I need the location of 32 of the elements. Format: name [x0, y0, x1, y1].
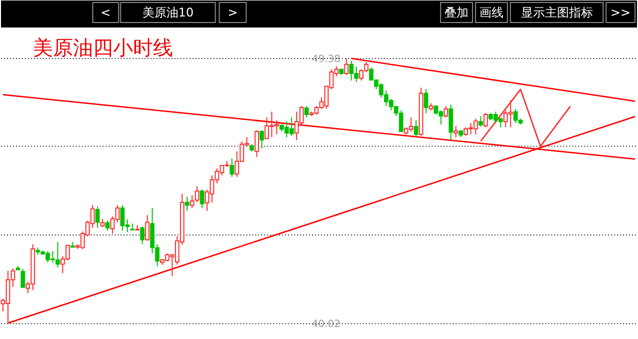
text: < [100, 5, 111, 20]
text: >> [610, 5, 631, 20]
text: 显示主图指标 [520, 5, 593, 20]
text: > [228, 5, 238, 20]
candlestick [478, 115, 483, 127]
candlestick [448, 104, 454, 141]
candlestick [20, 268, 26, 288]
candlestick [424, 88, 428, 114]
text: 美原油四小时线 [32, 36, 173, 60]
candlestick [484, 112, 488, 128]
candlestick [260, 130, 264, 150]
candlestick [184, 196, 190, 212]
candlestick [194, 186, 200, 203]
text: 画线 [479, 5, 504, 20]
candlestick [140, 226, 145, 245]
y-tick-label: 40.02 [312, 319, 340, 330]
candlestick [304, 106, 309, 118]
candlestick [95, 206, 100, 228]
y-tick-label: 49.38 [312, 54, 340, 65]
candlestick [454, 125, 458, 138]
candlestick [105, 220, 110, 232]
text: 叠加 [444, 5, 469, 20]
candlestick [190, 194, 194, 209]
candlestick [145, 214, 150, 242]
candlestick [230, 158, 234, 178]
line-series [480, 88, 572, 147]
candlestick [444, 106, 448, 118]
candlestick [254, 130, 259, 158]
candlestick [414, 120, 418, 136]
text: 美原油10 [142, 5, 194, 20]
candlestick [344, 58, 349, 76]
candlestick [200, 189, 204, 209]
